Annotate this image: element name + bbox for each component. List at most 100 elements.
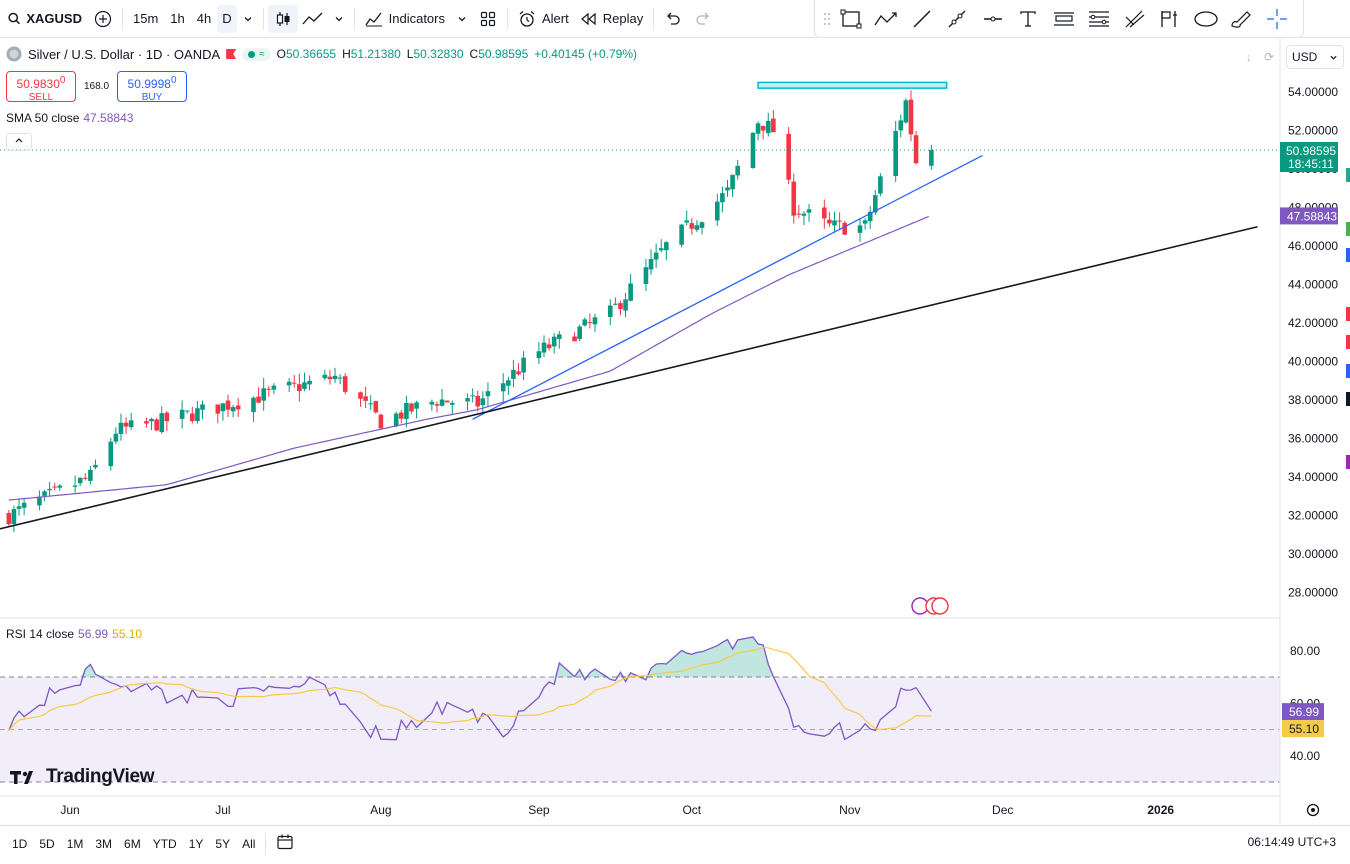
candle-up (541, 342, 547, 353)
chart-area[interactable]: 54.0000052.0000050.0000048.0000046.00000… (0, 0, 1350, 825)
timeframe-1h[interactable]: 1h (170, 11, 185, 26)
redo-button[interactable] (688, 0, 718, 38)
path-tool[interactable] (869, 0, 905, 38)
range-1d[interactable]: 1D (12, 836, 28, 851)
trend-line-tool[interactable] (904, 0, 940, 38)
candle-up (368, 403, 374, 405)
candle-up (878, 176, 883, 194)
layouts-button[interactable] (473, 0, 503, 38)
tradingview-logo[interactable]: TradingView (10, 766, 155, 788)
candle-up (801, 213, 807, 216)
rsi-overbought-fill (8, 637, 932, 677)
undo-button[interactable] (658, 0, 688, 38)
clock[interactable]: 06:14:49 UTC+3 (1247, 835, 1336, 849)
pattern-tool[interactable] (1117, 0, 1153, 38)
candle-up (679, 224, 684, 245)
candle-up (658, 248, 664, 251)
candle-up (261, 388, 266, 401)
alert-label: Alert (542, 11, 569, 26)
flag-icon[interactable] (226, 49, 237, 59)
candle-up (37, 497, 42, 506)
candle-up (200, 404, 205, 410)
range-all[interactable]: All (242, 836, 256, 851)
rectangle-tool[interactable] (833, 0, 869, 38)
chart-type-candles-button[interactable] (267, 4, 298, 33)
extended-line-tool[interactable] (940, 0, 976, 38)
candle-up (832, 220, 837, 226)
range-5y[interactable]: 5Y (215, 836, 231, 851)
candle-down (164, 412, 170, 422)
forecast-tool[interactable] (1153, 0, 1189, 38)
go-to-date-button[interactable] (270, 833, 300, 854)
symbol-search[interactable]: XAGUSD (0, 0, 88, 38)
range-1m[interactable]: 1M (66, 836, 84, 851)
brush-icon (1231, 10, 1252, 28)
range-ytd[interactable]: YTD (152, 836, 177, 851)
market-status-badge[interactable]: ≈ (242, 47, 271, 61)
candle-down (82, 477, 88, 479)
trade-buttons: 50.98300 SELL 168.0 50.99980 BUY (6, 71, 188, 103)
range-6m[interactable]: 6M (124, 836, 141, 851)
candle-up (337, 377, 343, 379)
crosshair-tool[interactable] (1259, 0, 1295, 38)
indicators-button[interactable]: Indicators (359, 0, 451, 38)
range-1y[interactable]: 1Y (188, 836, 204, 851)
timeframe-dropdown[interactable] (237, 0, 259, 38)
timeframe-4h[interactable]: 4h (196, 11, 212, 26)
candle-down (913, 135, 919, 164)
candle-down (516, 371, 521, 375)
candles-icon (276, 11, 290, 26)
candle-down (256, 396, 261, 403)
candle-up (307, 380, 312, 385)
separator (653, 7, 655, 30)
compare-button[interactable] (88, 0, 118, 38)
replay-button[interactable]: Replay (575, 0, 649, 38)
rsi-pane[interactable] (0, 636, 1280, 783)
candle-up (577, 326, 582, 339)
horizontal-line-tool[interactable] (975, 0, 1011, 38)
sma-legend[interactable]: SMA 50 close 47.58843 (6, 111, 133, 125)
sell-button[interactable]: 50.98300 SELL (6, 71, 76, 103)
candle-down (572, 336, 577, 342)
rsi-legend[interactable]: RSI 14 close 56.99 55.10 (6, 627, 142, 641)
rsi-badge (1282, 703, 1324, 721)
chevron-down-icon (335, 16, 343, 21)
brand-name: TradingView (46, 766, 155, 787)
long-position-tool[interactable] (1046, 0, 1082, 38)
price-tick-label: 54.00000 (1288, 85, 1338, 99)
shape-tool[interactable] (1188, 0, 1224, 38)
alert-marker (1346, 392, 1350, 406)
us-flag-event-icon (931, 597, 949, 615)
text-tool[interactable] (1011, 0, 1047, 38)
arrow-down-icon[interactable]: ↓ (1245, 50, 1252, 64)
buy-button[interactable]: 50.99980 BUY (117, 71, 188, 103)
price-tick-label: 34.00000 (1288, 470, 1338, 484)
rsi-tick-label: 40.00 (1290, 749, 1320, 763)
symbol-title[interactable]: Silver / U.S. Dollar · 1D · OANDA (28, 46, 221, 62)
candle-down (475, 395, 481, 407)
indicators-dropdown[interactable] (451, 0, 473, 38)
auto-scale-icon[interactable]: ⟳ (1263, 50, 1274, 64)
price-tick-label: 38.00000 (1288, 393, 1338, 407)
price-pane[interactable] (0, 81, 1280, 615)
fib-tool[interactable] (1082, 0, 1118, 38)
range-3m[interactable]: 3M (95, 836, 113, 851)
candle-up (16, 506, 22, 509)
currency-select[interactable]: USD (1286, 45, 1344, 69)
timeframe-d[interactable]: D (217, 4, 237, 33)
candle-down (363, 396, 368, 401)
collapse-legend-button[interactable] (6, 133, 32, 151)
chevron-up-icon (15, 138, 23, 143)
brush-tool[interactable] (1224, 0, 1260, 38)
drag-handle[interactable] (821, 0, 833, 38)
candle-up (653, 252, 659, 260)
replay-label: Replay (602, 11, 644, 26)
time-tick-label: Nov (839, 803, 860, 817)
chevron-down-icon (244, 16, 252, 21)
chart-line-style-button[interactable] (298, 0, 328, 38)
range-5d[interactable]: 5D (39, 836, 55, 851)
alert-button[interactable]: Alert (512, 0, 575, 38)
flag-icon (1161, 10, 1178, 27)
chart-style-dropdown[interactable] (328, 0, 350, 38)
timeframe-15m[interactable]: 15m (133, 11, 159, 26)
